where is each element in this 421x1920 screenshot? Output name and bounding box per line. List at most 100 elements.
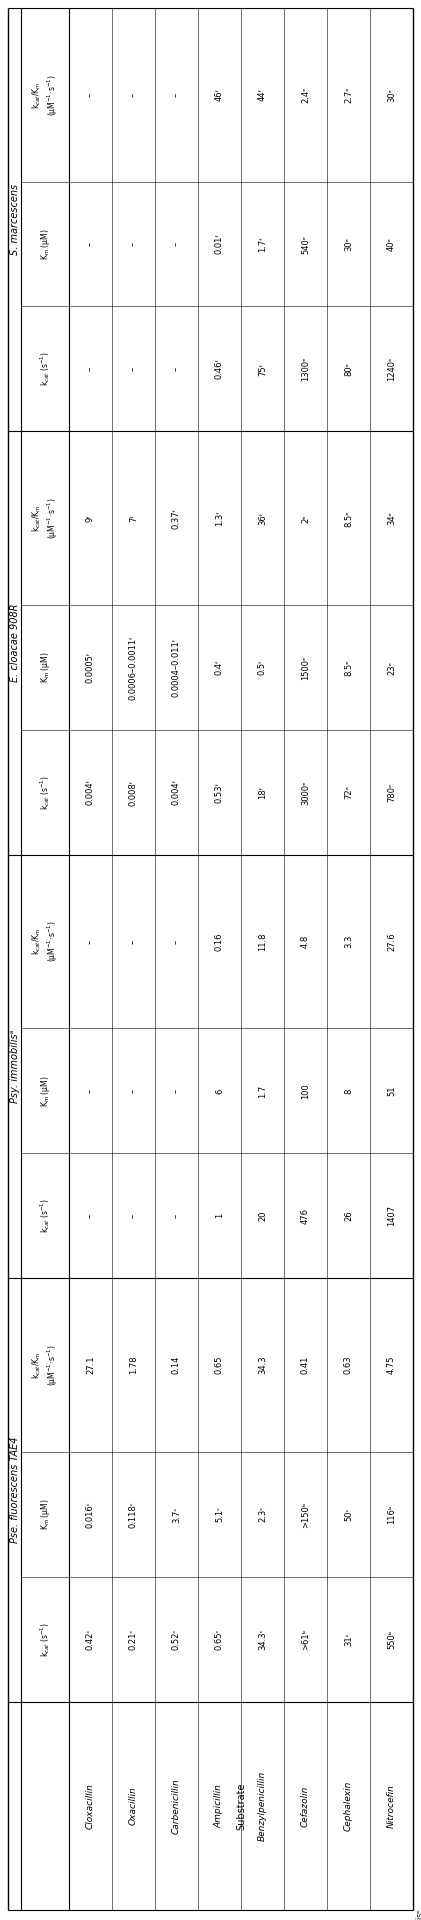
- Text: 75ᶠ: 75ᶠ: [258, 363, 267, 376]
- Text: 0.46ᶠ: 0.46ᶠ: [215, 359, 224, 380]
- Text: 0.4ᶠ: 0.4ᶠ: [215, 660, 224, 676]
- Text: –: –: [172, 242, 181, 246]
- Text: –: –: [129, 242, 138, 246]
- Text: 11.8: 11.8: [258, 933, 267, 950]
- Text: 31ᶜ: 31ᶜ: [344, 1632, 353, 1645]
- Text: –: –: [129, 1213, 138, 1217]
- Text: 18ᶠ: 18ᶠ: [258, 785, 267, 799]
- Text: K$_m$ (μM): K$_m$ (μM): [39, 1498, 51, 1530]
- Text: 476: 476: [301, 1208, 310, 1223]
- Text: Benzylpenicillin: Benzylpenicillin: [258, 1770, 267, 1841]
- Text: 0.53ᶠ: 0.53ᶠ: [215, 781, 224, 803]
- Text: –: –: [86, 92, 95, 96]
- Text: 23ᵉ: 23ᵉ: [387, 660, 396, 674]
- Text: 6: 6: [215, 1089, 224, 1094]
- Text: –: –: [172, 1213, 181, 1217]
- Text: Psy. immobilisᵃ: Psy. immobilisᵃ: [10, 1029, 19, 1104]
- Text: >150ᵇ: >150ᵇ: [301, 1501, 310, 1528]
- Text: 3.7ᶜ: 3.7ᶜ: [172, 1505, 181, 1523]
- Text: 0.42ᶜ: 0.42ᶜ: [86, 1628, 95, 1649]
- Text: 0.63: 0.63: [344, 1356, 353, 1375]
- Text: 0.14: 0.14: [172, 1356, 181, 1375]
- Text: 9ᶠ: 9ᶠ: [86, 515, 95, 522]
- Text: k$_{cat}$/K$_m$
(μM$^{-1}$·s$^{-1}$): k$_{cat}$/K$_m$ (μM$^{-1}$·s$^{-1}$): [31, 922, 59, 962]
- Text: 20: 20: [258, 1212, 267, 1221]
- Text: –: –: [129, 939, 138, 945]
- Text: 1.7: 1.7: [258, 1085, 267, 1098]
- Text: K$_m$ (μM): K$_m$ (μM): [39, 228, 51, 259]
- Text: 116ᵇ: 116ᵇ: [387, 1505, 396, 1524]
- Text: –: –: [172, 1089, 181, 1092]
- Text: 0.5ᶠ: 0.5ᶠ: [258, 660, 267, 676]
- Text: 0.37ᶠ: 0.37ᶠ: [172, 507, 181, 528]
- Text: K$_m$ (μM): K$_m$ (μM): [39, 1075, 51, 1106]
- Text: 2.3ᶜ: 2.3ᶜ: [258, 1505, 267, 1523]
- Text: 4.8: 4.8: [301, 935, 310, 948]
- Text: 5.1ᶜ: 5.1ᶜ: [215, 1507, 224, 1523]
- Text: S. marcescens: S. marcescens: [10, 184, 19, 255]
- Text: –: –: [86, 939, 95, 945]
- Text: >61ᵇ: >61ᵇ: [301, 1628, 310, 1649]
- Text: 44ᶠ: 44ᶠ: [258, 88, 267, 102]
- Text: 1.3ᶠ: 1.3ᶠ: [215, 511, 224, 526]
- Text: 8.5ᵉ: 8.5ᵉ: [344, 659, 353, 676]
- Text: 40ᵉ: 40ᵉ: [387, 236, 396, 252]
- Text: –: –: [86, 367, 95, 371]
- Text: Nitrocefin: Nitrocefin: [387, 1784, 396, 1828]
- Text: 34.3: 34.3: [258, 1356, 267, 1375]
- Text: 7ᶠ: 7ᶠ: [129, 515, 138, 522]
- Text: 0.01ᶠ: 0.01ᶠ: [215, 234, 224, 255]
- Text: Cloxacillin: Cloxacillin: [86, 1784, 95, 1830]
- Text: 80ᵉ: 80ᵉ: [344, 361, 353, 376]
- Text: k$_{cat}$/K$_m$
(μM$^{-1}$·s$^{-1}$): k$_{cat}$/K$_m$ (μM$^{-1}$·s$^{-1}$): [31, 497, 59, 540]
- Text: k$_{cat}$/K$_m$
(μM$^{-1}$·s$^{-1}$): k$_{cat}$/K$_m$ (μM$^{-1}$·s$^{-1}$): [31, 1344, 59, 1386]
- Text: –: –: [129, 367, 138, 371]
- Text: 0.016ᶜ: 0.016ᶜ: [86, 1501, 95, 1528]
- Text: 1.7ᶠ: 1.7ᶠ: [258, 236, 267, 252]
- Text: 0.0005ᶠ: 0.0005ᶠ: [86, 651, 95, 684]
- Text: ᵃ Psy. immobilisᵃ: ᵃ Psy. immobilisᵃ: [416, 1910, 421, 1920]
- Text: Ampicillin: Ampicillin: [215, 1784, 224, 1828]
- Text: Cephalexin: Cephalexin: [344, 1780, 353, 1832]
- Text: –: –: [129, 92, 138, 96]
- Text: k$_{cat}$ (s$^{-1}$): k$_{cat}$ (s$^{-1}$): [38, 1198, 52, 1233]
- Text: –: –: [86, 1089, 95, 1092]
- Text: –: –: [172, 939, 181, 945]
- Text: 2ᵉ: 2ᵉ: [301, 515, 310, 522]
- Text: k$_{cat}$/K$_m$
(μM$^{-1}$·s$^{-1}$): k$_{cat}$/K$_m$ (μM$^{-1}$·s$^{-1}$): [31, 75, 59, 115]
- Text: 30ᵉ: 30ᵉ: [344, 236, 353, 252]
- Text: –: –: [172, 92, 181, 96]
- Text: 1500ᵉ: 1500ᵉ: [301, 655, 310, 680]
- Text: –: –: [129, 1089, 138, 1092]
- Text: 36ᶠ: 36ᶠ: [258, 511, 267, 524]
- Text: –: –: [86, 242, 95, 246]
- Text: 1.78: 1.78: [129, 1356, 138, 1375]
- Text: 780ᵉ: 780ᵉ: [387, 783, 396, 803]
- Text: 0.52ᶜ: 0.52ᶜ: [172, 1628, 181, 1649]
- Text: 72ᵉ: 72ᵉ: [344, 785, 353, 799]
- Text: 27.6: 27.6: [387, 933, 396, 950]
- Text: 100: 100: [301, 1083, 310, 1098]
- Text: 0.16: 0.16: [215, 933, 224, 950]
- Text: –: –: [172, 367, 181, 371]
- Text: 0.65: 0.65: [215, 1356, 224, 1375]
- Text: Substrate: Substrate: [236, 1782, 246, 1830]
- Text: 0.0006–0.0011ᶠ: 0.0006–0.0011ᶠ: [129, 636, 138, 699]
- Text: 550ᵇ: 550ᵇ: [387, 1630, 396, 1649]
- Text: 1240ᵉ: 1240ᵉ: [387, 357, 396, 382]
- Text: 3000ᵉ: 3000ᵉ: [301, 780, 310, 804]
- Text: 34ᵉ: 34ᵉ: [387, 511, 396, 526]
- Text: 2.7ᵉ: 2.7ᵉ: [344, 86, 353, 104]
- Text: 26: 26: [344, 1210, 353, 1221]
- Text: Oxacillin: Oxacillin: [129, 1786, 138, 1826]
- Text: 4.75: 4.75: [387, 1356, 396, 1375]
- Text: 0.0004–0.011ᶠ: 0.0004–0.011ᶠ: [172, 637, 181, 697]
- Text: 1: 1: [215, 1213, 224, 1219]
- Text: Carbenicillin: Carbenicillin: [172, 1778, 181, 1834]
- Text: Cefazolin: Cefazolin: [301, 1786, 310, 1826]
- Text: 1407: 1407: [387, 1206, 396, 1227]
- Text: k$_{cat}$ (s$^{-1}$): k$_{cat}$ (s$^{-1}$): [38, 776, 52, 810]
- Text: E. cloacae 908R: E. cloacae 908R: [10, 605, 19, 682]
- Text: 34.3ᶜ: 34.3ᶜ: [258, 1628, 267, 1649]
- Text: 0.004ᶠ: 0.004ᶠ: [86, 780, 95, 806]
